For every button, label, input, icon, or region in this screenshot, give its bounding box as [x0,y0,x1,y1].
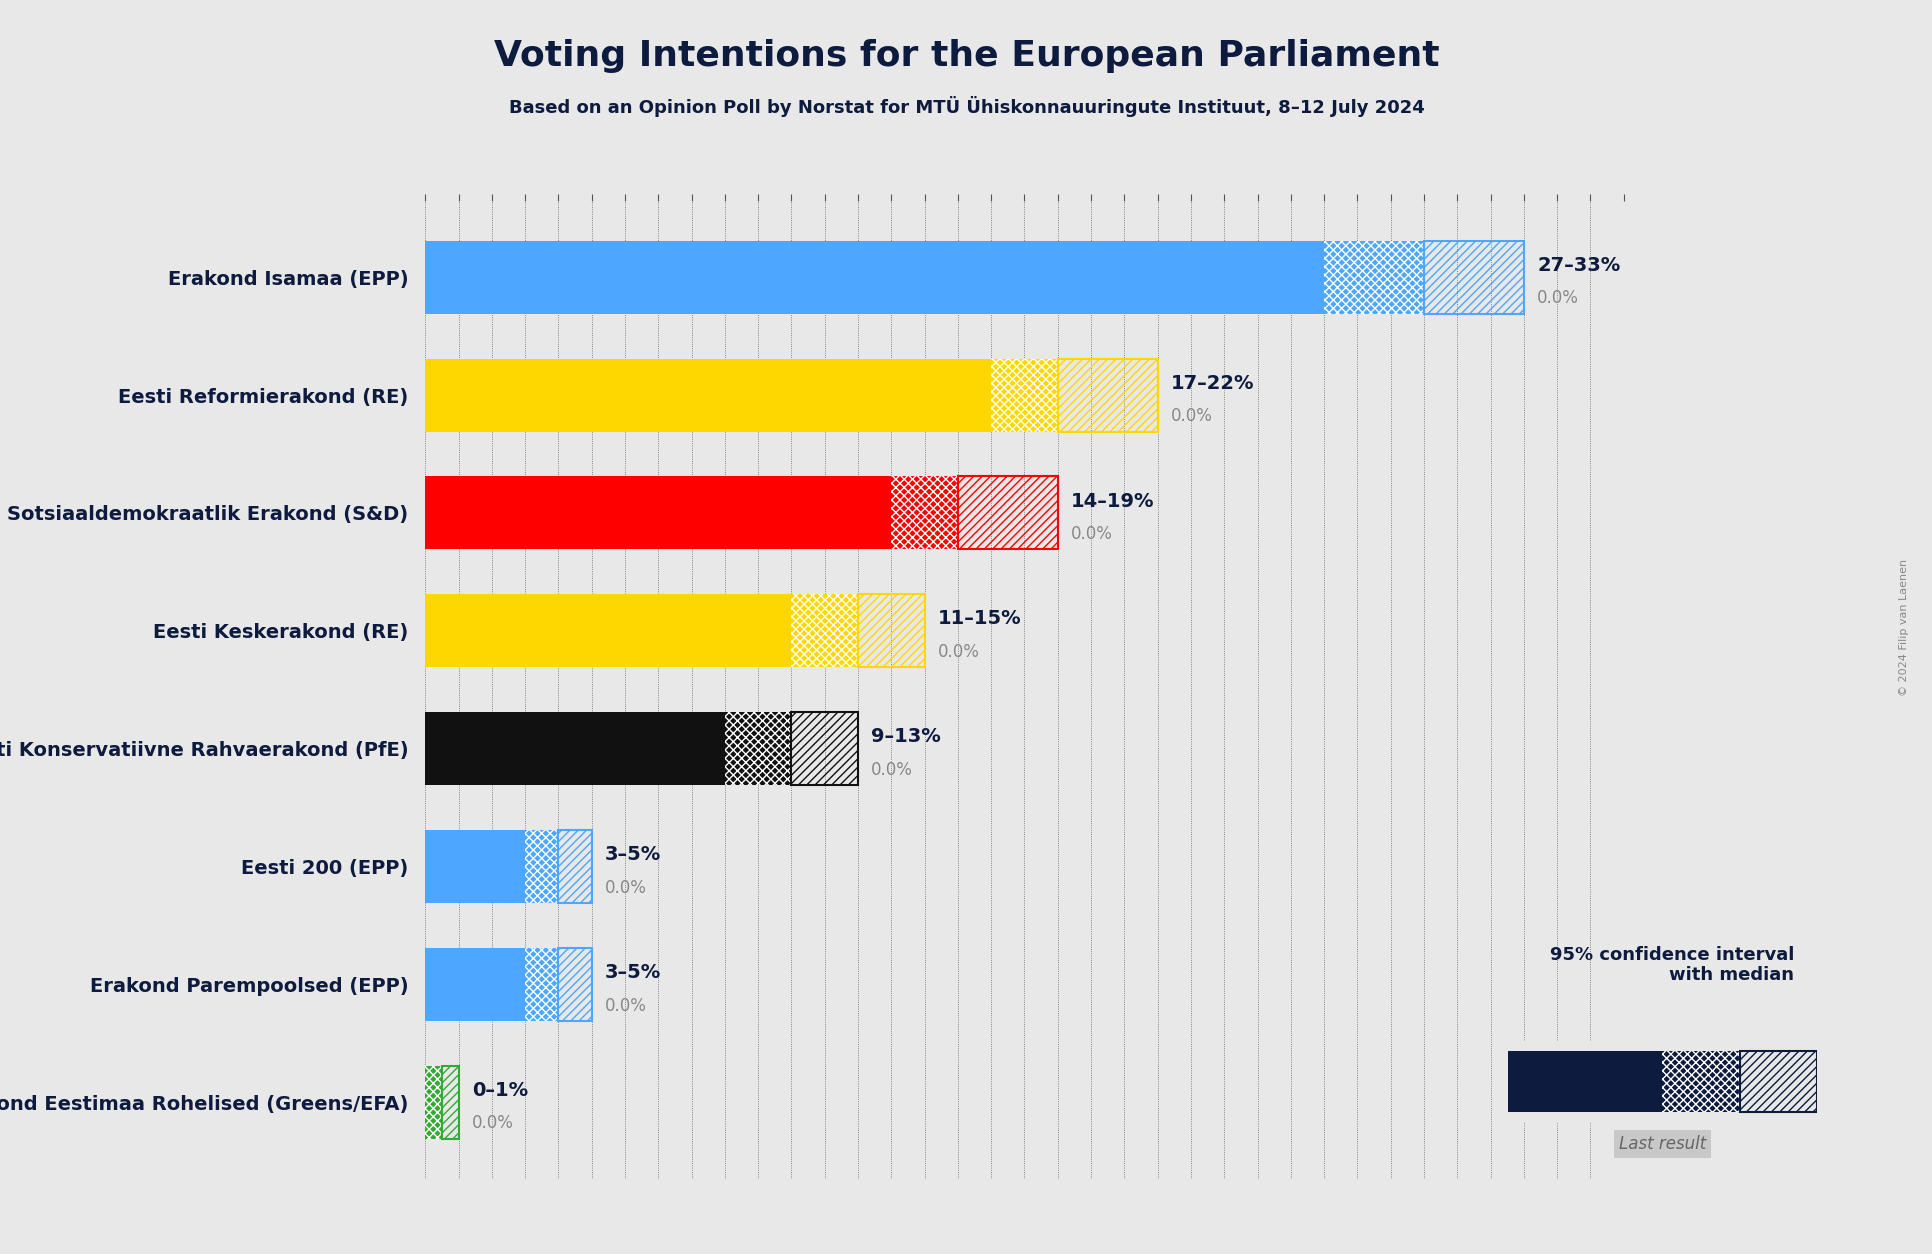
Text: 3–5%: 3–5% [605,845,661,864]
Bar [790,712,858,785]
Text: 27–33%: 27–33% [1536,256,1619,275]
Text: 11–15%: 11–15% [937,609,1020,628]
Bar [1057,359,1157,431]
Bar [724,712,790,785]
Text: 0.0%: 0.0% [1070,525,1113,543]
Bar [991,359,1057,431]
Text: 9–13%: 9–13% [871,727,941,746]
Bar [425,830,526,903]
Bar [858,594,923,667]
Bar [1662,1051,1739,1112]
Bar [526,830,558,903]
Text: 0–1%: 0–1% [471,1081,527,1100]
Text: 17–22%: 17–22% [1171,374,1254,393]
Text: 14–19%: 14–19% [1070,492,1153,510]
Text: 0.0%: 0.0% [605,997,647,1014]
Bar [425,594,790,667]
Bar [1424,241,1522,314]
Bar [790,594,858,667]
Bar [558,830,591,903]
Text: 0.0%: 0.0% [937,643,980,661]
Bar [425,359,991,431]
Text: 0.0%: 0.0% [1536,290,1578,307]
Text: 0.0%: 0.0% [871,761,912,779]
Text: Voting Intentions for the European Parliament: Voting Intentions for the European Parli… [493,39,1439,74]
Bar [425,241,1323,314]
Bar [442,1066,458,1139]
Bar [425,1066,442,1139]
Text: 0.0%: 0.0% [605,879,647,897]
Bar [558,948,591,1021]
Text: 0.0%: 0.0% [1171,408,1211,425]
Bar [1323,241,1424,314]
Bar [425,712,724,785]
Text: 3–5%: 3–5% [605,963,661,982]
Bar [425,477,891,549]
Bar [958,477,1057,549]
Text: 0.0%: 0.0% [471,1115,514,1132]
Text: Last result: Last result [1617,1135,1706,1152]
Bar [891,477,958,549]
Text: 95% confidence interval
with median: 95% confidence interval with median [1549,946,1793,984]
Bar [425,948,526,1021]
Bar [1739,1051,1816,1112]
Bar [526,948,558,1021]
Text: Based on an Opinion Poll by Norstat for MTÜ Ühiskonnauuringute Instituut, 8–12 J: Based on an Opinion Poll by Norstat for … [508,97,1424,117]
Text: © 2024 Filip van Laenen: © 2024 Filip van Laenen [1897,558,1909,696]
Bar [1507,1051,1662,1112]
